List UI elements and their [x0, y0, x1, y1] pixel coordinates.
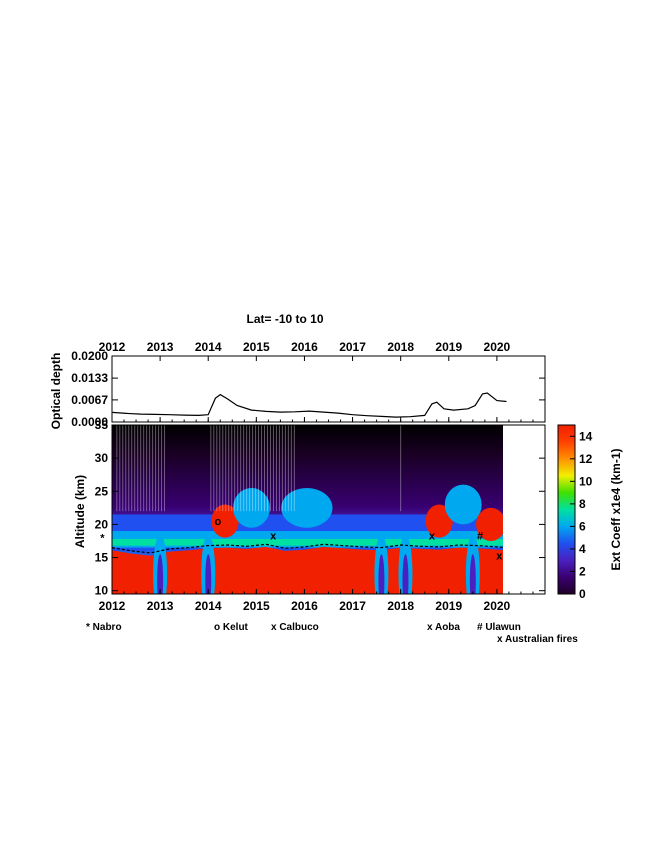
event-legend-label: o Kelut — [214, 622, 249, 633]
event-legend-label: x Calbuco — [271, 622, 319, 633]
altitude-tick-label: 20 — [95, 517, 109, 531]
heatmap-dip — [157, 554, 164, 594]
top-x-axis-labels: 2012 2013 2014 2015 2016 2017 2018 2019 2020 — [99, 340, 511, 354]
colorbar-tick-label: 6 — [579, 519, 586, 533]
heatmap-plume — [281, 487, 333, 528]
heatmap-plume — [444, 484, 482, 525]
top-x-tick-label: 2016 — [291, 340, 318, 354]
altitude-tick-label: 30 — [95, 451, 109, 465]
bottom-x-tick-label: 2017 — [339, 599, 366, 613]
colorbar-tick-label: 8 — [579, 497, 586, 511]
top-x-tick-label: 2014 — [195, 340, 222, 354]
bottom-x-tick-label: 2019 — [435, 599, 462, 613]
event-legend-label: * Nabro — [86, 622, 122, 633]
top-x-tick-label: 2015 — [243, 340, 270, 354]
optical-depth-axis-label: Optical depth — [49, 353, 63, 430]
altitude-tick-label: 10 — [95, 584, 109, 598]
optical-depth-tick-label: 0.0200 — [71, 349, 108, 363]
event-legend-label: x Australian fires — [497, 634, 578, 645]
heatmap-troposphere — [112, 546, 503, 594]
heatmap-dip — [469, 554, 476, 594]
event-marker: o — [214, 516, 221, 528]
colorbar-tick-label: 14 — [579, 429, 593, 443]
event-marker: x — [270, 531, 277, 543]
optical-depth-tick-label: 0.0133 — [71, 371, 108, 385]
top-x-tick-label: 2019 — [435, 340, 462, 354]
top-x-tick-label: 2013 — [147, 340, 174, 354]
bottom-x-tick-label: 2015 — [243, 599, 270, 613]
event-legend-label: x Aoba — [427, 622, 460, 633]
top-x-tick-label: 2012 — [99, 340, 126, 354]
heatmap-plume — [425, 504, 453, 538]
colorbar-tick-label: 12 — [579, 452, 593, 466]
heatmap-dip — [378, 554, 385, 594]
colorbar: 14 12 10 8 6 4 2 0 — [557, 424, 593, 601]
colorbar-tick-label: 2 — [579, 564, 586, 578]
optical-depth-tick-label: 0.0000 — [71, 415, 108, 429]
altitude-tick-label: 25 — [95, 484, 109, 498]
bottom-x-tick-label: 2013 — [147, 599, 174, 613]
heatmap-dip — [205, 554, 212, 594]
altitude-axis-label: Altitude (km) — [73, 475, 87, 548]
bottom-x-tick-label: 2014 — [195, 599, 222, 613]
chart-title: Lat= -10 to 10 — [246, 312, 323, 326]
bottom-x-tick-label: 2012 — [99, 599, 126, 613]
event-marker: x — [496, 551, 503, 563]
optical-depth-panel: 0.0200 0.0133 0.0067 0.0000 — [71, 349, 546, 429]
extinction-heatmap-panel: 2012 2013 2014 2015 2016 2017 2018 2019 20203530… — [95, 418, 546, 613]
altitude-tick-label: 15 — [95, 551, 109, 565]
colorbar-scale — [557, 424, 576, 595]
heatmap-plume — [233, 487, 270, 528]
colorbar-tick-label: 4 — [579, 542, 586, 556]
colorbar-label: Ext Coeff x1e4 (km-1) — [609, 448, 623, 570]
altitude-tick-label: 35 — [95, 418, 109, 432]
bottom-x-tick-label: 2020 — [484, 599, 511, 613]
top-x-tick-label: 2020 — [484, 340, 511, 354]
event-legend-label: # Ulawun — [477, 622, 521, 633]
colorbar-tick-label: 10 — [579, 474, 593, 488]
top-x-tick-label: 2017 — [339, 340, 366, 354]
colorbar-tick-label: 0 — [579, 587, 586, 601]
event-marker: x — [429, 531, 436, 543]
event-marker: # — [477, 531, 483, 543]
event-marker: * — [100, 533, 105, 545]
optical-depth-line — [112, 392, 507, 418]
bottom-x-tick-label: 2016 — [291, 599, 318, 613]
optical-depth-tick-label: 0.0067 — [71, 393, 108, 407]
heatmap-band — [112, 538, 503, 546]
heatmap-plume — [476, 507, 503, 541]
top-x-tick-label: 2018 — [387, 340, 414, 354]
heatmap-plume — [211, 504, 239, 538]
heatmap-dip — [402, 554, 409, 594]
bottom-x-tick-label: 2018 — [387, 599, 414, 613]
